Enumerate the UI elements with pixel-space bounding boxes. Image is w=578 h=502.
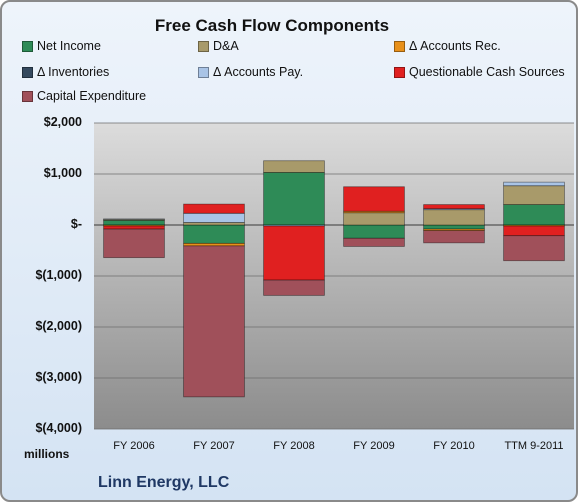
legend-label: Δ Accounts Pay. xyxy=(213,65,304,79)
bar-segment xyxy=(263,225,325,281)
legend-swatch xyxy=(198,40,209,52)
x-tick-label: FY 2008 xyxy=(273,440,315,452)
bar-segment xyxy=(183,245,245,398)
legend-item: Δ Accounts Rec. xyxy=(394,39,501,53)
y-tick-label: $(3,000) xyxy=(35,370,82,384)
bar-segment xyxy=(103,220,165,226)
legend-item: D&A xyxy=(198,39,239,53)
legend-label: Δ Inventories xyxy=(37,65,110,79)
bar-segment xyxy=(343,186,405,212)
bar-segment xyxy=(423,224,485,230)
legend-swatch xyxy=(394,40,405,52)
bar-segment xyxy=(343,212,405,226)
y-tick-label: $(1,000) xyxy=(35,268,82,282)
bar-segment xyxy=(263,160,325,173)
legend-label: Δ Accounts Rec. xyxy=(409,39,501,53)
bar-segment xyxy=(503,185,565,205)
x-tick-label: FY 2010 xyxy=(433,440,475,452)
legend-item: Net Income xyxy=(22,39,101,53)
bar-segment xyxy=(103,228,165,259)
legend-item: Δ Accounts Pay. xyxy=(198,65,303,79)
bar-segment xyxy=(503,181,565,187)
bar-segment xyxy=(183,224,245,244)
legend-item: Capital Expenditure xyxy=(22,89,146,103)
legend-label: Questionable Cash Sources xyxy=(409,65,565,79)
legend-swatch xyxy=(198,66,209,78)
legend-item: Δ Inventories xyxy=(22,65,109,79)
legend-swatch xyxy=(22,40,33,52)
bar-segment xyxy=(263,172,325,226)
bar-segment xyxy=(183,212,245,223)
y-tick-label: $2,000 xyxy=(43,115,82,129)
legend-swatch xyxy=(394,66,405,78)
chart-title: Free Cash Flow Components xyxy=(154,16,390,35)
x-tick-label: FY 2007 xyxy=(193,440,235,452)
legend-label: Net Income xyxy=(37,39,101,53)
y-tick-label: $- xyxy=(70,217,82,231)
y-tick-label: $(4,000) xyxy=(35,421,82,435)
legend-label: Capital Expenditure xyxy=(37,89,147,103)
bar-segment xyxy=(183,203,245,214)
x-tick-label: FY 2006 xyxy=(113,440,155,452)
y-tick-label: $(2,000) xyxy=(35,319,82,333)
x-tick-label: FY 2009 xyxy=(353,440,395,452)
bar-segment xyxy=(263,279,325,296)
bar-segment xyxy=(343,224,405,239)
bar-segment xyxy=(503,204,565,226)
bar-segment xyxy=(423,204,485,210)
x-tick-label: TTM 9-2011 xyxy=(504,440,564,452)
bar-segment xyxy=(503,235,565,262)
bar-segment xyxy=(343,237,405,247)
legend-swatch xyxy=(22,66,33,78)
legend-item: Questionable Cash Sources xyxy=(394,65,565,79)
legend-swatch xyxy=(22,90,33,102)
bar-segment xyxy=(103,218,165,220)
bar-segment xyxy=(503,225,565,237)
y-tick-label: $1,000 xyxy=(43,166,82,180)
bar-segment xyxy=(423,230,485,244)
legend-label: D&A xyxy=(213,39,239,53)
y-axis-unit-label: millions xyxy=(24,447,70,461)
bar-segment xyxy=(423,209,485,226)
bar-segment xyxy=(103,225,165,230)
company-name: Linn Energy, LLC xyxy=(98,474,230,491)
